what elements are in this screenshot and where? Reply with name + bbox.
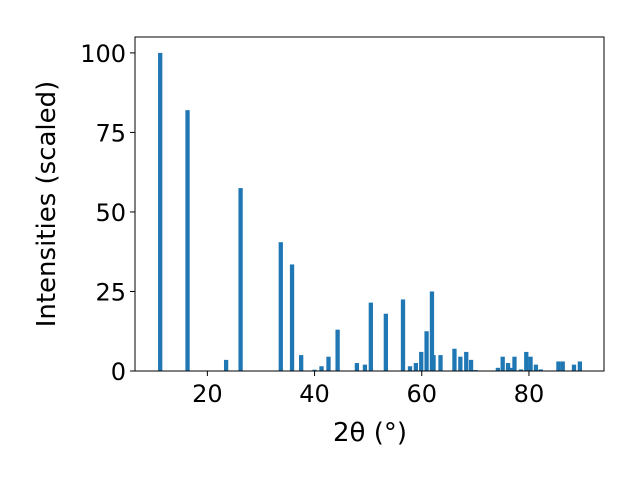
bar (383, 313, 388, 371)
bar (223, 359, 229, 371)
y-tick-label: 50 (95, 199, 126, 227)
bar (577, 361, 583, 371)
y-axis-label: Intensities (scaled) (32, 81, 62, 328)
x-tick-label: 20 (192, 380, 223, 408)
bar (505, 363, 511, 371)
bar (362, 364, 368, 371)
x-tick-label: 80 (514, 380, 545, 408)
bar (368, 302, 373, 371)
x-tick-label: 60 (406, 380, 437, 408)
bar (512, 356, 517, 371)
bar (335, 329, 340, 371)
y-tick-label: 100 (80, 40, 126, 68)
bar (464, 351, 469, 371)
bar (185, 110, 190, 372)
bar (458, 356, 463, 371)
bar (533, 364, 539, 371)
bar (518, 369, 524, 371)
bar (407, 366, 413, 371)
x-axis-label: 2θ (°) (333, 418, 407, 448)
bar (278, 242, 283, 371)
bar (524, 351, 529, 371)
bar (528, 356, 533, 371)
bar (429, 291, 435, 371)
bar (289, 264, 295, 371)
y-axis: 0 25 50 75 100 (80, 40, 135, 386)
bar (319, 366, 324, 371)
bar (438, 355, 443, 371)
bar (326, 356, 331, 371)
x-tick-label: 40 (299, 380, 330, 408)
bar (299, 355, 304, 371)
y-tick-label: 0 (111, 358, 126, 386)
plot-frame (134, 36, 605, 372)
x-axis: 20 40 60 80 (192, 371, 544, 408)
bar (560, 361, 565, 371)
bar (538, 369, 543, 371)
bar (468, 359, 474, 371)
bar (431, 355, 436, 371)
bar (495, 367, 501, 371)
bar (556, 361, 561, 371)
bar (508, 367, 513, 371)
bar (413, 363, 419, 371)
y-tick-label: 75 (95, 119, 126, 147)
bar (571, 364, 577, 371)
bars-group (158, 52, 583, 372)
bar (424, 331, 429, 371)
bar (400, 299, 406, 371)
bar (354, 363, 360, 371)
bar (312, 369, 317, 371)
bar (500, 356, 505, 371)
bar (158, 52, 163, 372)
bar (419, 351, 424, 371)
y-tick-label: 25 (95, 278, 126, 306)
bar (238, 188, 243, 371)
bar (452, 348, 457, 371)
